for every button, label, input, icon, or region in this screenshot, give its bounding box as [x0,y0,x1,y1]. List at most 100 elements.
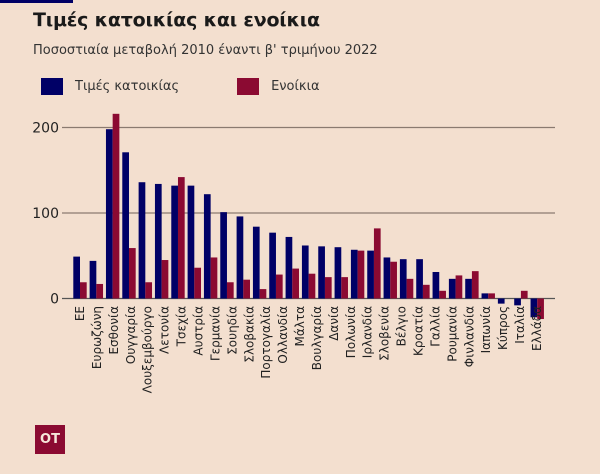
x-tick-label: Γερμανία [208,306,222,361]
bar-house-prices [236,216,244,299]
bar-house-prices [252,226,260,299]
bar-rents [471,271,479,299]
legend-label-rents: Ενοίκια [271,79,320,94]
bar-rents [439,290,446,299]
bar-house-prices [171,185,178,299]
bar-rents [390,261,397,299]
bar-house-prices [105,129,113,299]
bar-rents [112,113,120,299]
y-tick-label: 0 [50,292,59,308]
bar-rents [357,250,365,299]
bar-house-prices [383,257,391,299]
x-tick-label: Πολωνία [344,306,358,358]
x-tick-label: Λετονία [158,306,172,354]
bar-rents [194,267,202,299]
x-tick-label: Ολλανδία [276,306,290,364]
bar-rents [488,293,495,299]
bar-house-prices [497,298,505,304]
bar-rents [275,274,283,299]
x-tick-label: Εσθονία [107,306,121,355]
chart-subtitle: Ποσοστιαία μεταβολή 2010 έναντι β' τριμή… [33,43,378,58]
bar-house-prices [399,259,407,299]
bar-rents [210,257,218,299]
x-tick-label: Βέλγιο [395,306,409,346]
legend-swatch-house-prices [41,78,63,95]
bar-house-prices [350,249,358,299]
x-tick-label: Λουξεμβούργο [141,306,155,393]
bar-rents [243,279,250,299]
bar-house-prices [367,250,374,299]
bar-rents [406,278,414,299]
x-tick-label: Σουηδία [225,306,239,355]
bar-rents [80,282,87,299]
x-tick-label: Ιαπωνία [479,306,493,353]
bar-house-prices [138,182,146,299]
x-tick-label: Κροατία [412,306,426,356]
bar-house-prices [481,293,489,299]
bar-rents [177,177,185,299]
bar-rents [308,273,316,299]
bar-house-prices [334,247,342,299]
bar-rents [96,283,104,299]
x-tick-label: Φινλανδία [462,306,476,367]
bar-rents [226,282,234,299]
bar-house-prices [187,185,195,299]
accent-line [0,0,73,3]
y-tick-label: 100 [32,206,59,222]
x-tick-label: Βουλγαρία [310,306,324,370]
bar-rents [520,290,528,299]
bar-rents [161,260,169,299]
x-tick-label: Ιταλία [513,306,527,344]
bar-house-prices [122,152,129,299]
bar-house-prices [285,236,293,299]
x-tick-label: Αυστρία [191,306,205,356]
bar-rents [537,298,544,320]
x-tick-label: ΕΕ [73,306,87,321]
bar-house-prices [73,256,80,299]
x-tick-label: Σλοβακία [242,306,256,363]
x-tick-label: Δανία [327,306,341,341]
x-tick-label: Ουγγαρία [124,306,138,364]
bar-rents [341,277,348,299]
bar-house-prices [203,194,211,299]
x-tick-label: Ιρλανδία [361,306,375,358]
bar-rents [455,275,463,299]
bar-house-prices [432,271,440,299]
bar-house-prices [465,278,472,299]
bar-rents [292,268,299,299]
x-tick-label: Ελλάδα [530,306,544,351]
x-tick-label: Τσεχία [175,306,189,347]
legend-item-house-prices: Τιμές κατοικίας [41,78,179,95]
y-tick-label: 200 [32,121,59,137]
bar-house-prices [416,259,423,299]
x-tick-label: Μάλτα [293,306,307,347]
chart-title: Τιμές κατοικίας και ενοίκια [33,9,320,31]
bar-rents [422,284,430,299]
x-tick-label: Πορτογαλία [259,306,273,379]
bar-house-prices [220,212,227,299]
legend-swatch-rents [237,78,260,95]
bar-house-prices [318,246,325,299]
bar-house-prices [89,260,97,299]
x-tick-label: Ρουμανία [445,306,459,362]
bar-house-prices [530,298,538,318]
bar-rents [128,248,136,299]
bar-house-prices [154,183,162,299]
legend: Τιμές κατοικίας Ενοίκια [41,78,378,95]
bar-rents [324,277,332,299]
bar-house-prices [301,245,309,299]
bar-house-prices [448,278,456,299]
x-tick-label: Γαλλία [428,306,442,347]
bar-rents [373,228,381,299]
bar-rents [259,289,267,299]
bar-house-prices [269,232,276,299]
legend-item-rents: Ενοίκια [237,78,320,95]
x-tick-label: Ευρωζώνη [90,306,104,369]
legend-label-house-prices: Τιμές κατοικίας [75,79,180,94]
x-tick-label: Κύπρος [496,306,510,350]
logo: OT [35,425,65,454]
bar-rents [145,282,153,299]
bar-house-prices [514,298,521,306]
x-tick-label: Σλοβενία [378,306,392,361]
